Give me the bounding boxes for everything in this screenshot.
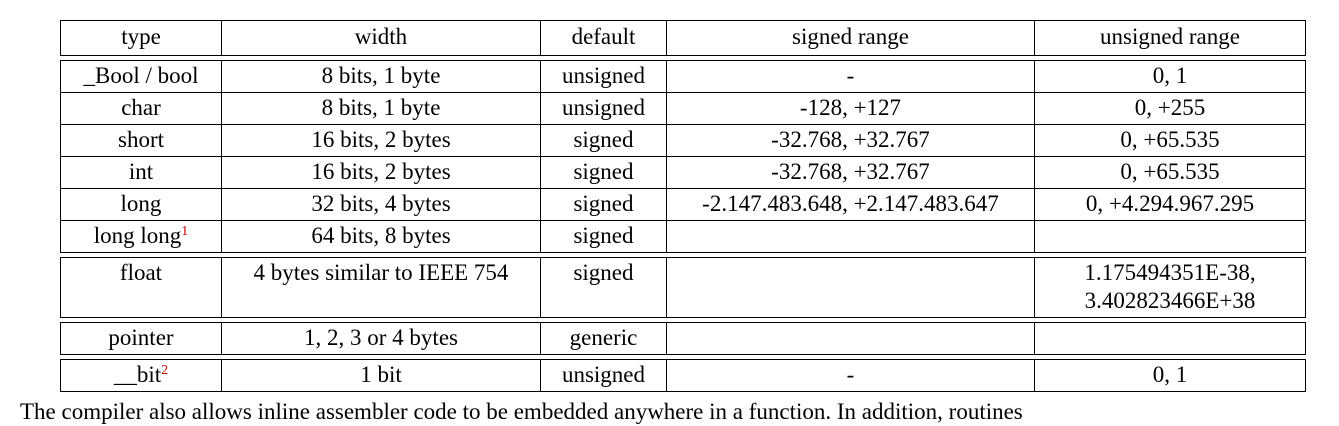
cell-type: short: [60, 124, 222, 157]
cell-unsigned-range: 0, 1: [1034, 60, 1306, 93]
cell-signed-range: [666, 322, 1035, 355]
cell-unsigned-range: [1034, 220, 1306, 253]
cell-signed-range: -: [666, 359, 1035, 392]
cell-signed-range: -32.768, +32.767: [666, 156, 1035, 189]
cell-signed-range: [666, 257, 1035, 318]
table-row: __bit2 1 bit unsigned - 0, 1: [60, 359, 1306, 392]
table-row: _Bool / bool 8 bits, 1 byte unsigned - 0…: [60, 60, 1306, 93]
header-row: type width default signed range unsigned…: [60, 20, 1306, 56]
cell-default: signed: [540, 220, 667, 253]
table-row: short 16 bits, 2 bytes signed -32.768, +…: [60, 124, 1306, 157]
cell-signed-range: -2.147.483.648, +2.147.483.647: [666, 188, 1035, 221]
cell-type: char: [60, 92, 222, 125]
cell-signed-range: -32.768, +32.767: [666, 124, 1035, 157]
cell-signed-range: [666, 220, 1035, 253]
cell-unsigned-range: 0, 1: [1034, 359, 1306, 392]
cell-width: 1 bit: [221, 359, 541, 392]
table-row: float 4 bytes similar to IEEE 754 signed…: [60, 257, 1306, 318]
header-signed-range: signed range: [666, 20, 1035, 56]
table-row: pointer 1, 2, 3 or 4 bytes generic: [60, 322, 1306, 355]
cell-signed-range: -128, +127: [666, 92, 1035, 125]
cell-unsigned-range: 0, +65.535: [1034, 124, 1306, 157]
header-type: type: [60, 20, 222, 56]
cell-default: signed: [540, 124, 667, 157]
cell-default: signed: [540, 156, 667, 189]
cell-default: unsigned: [540, 359, 667, 392]
footnote-marker[interactable]: 1: [181, 224, 189, 239]
unsigned-range-line: 1.175494351E-38,: [1084, 260, 1256, 285]
header-unsigned-range: unsigned range: [1034, 20, 1306, 56]
cell-default: unsigned: [540, 92, 667, 125]
footnote-marker[interactable]: 2: [161, 363, 169, 378]
cell-width: 8 bits, 1 byte: [221, 60, 541, 93]
cell-type-label: __bit: [113, 362, 162, 387]
table-row: long long1 64 bits, 8 bytes signed: [60, 220, 1306, 253]
cell-type: long long1: [60, 220, 222, 253]
cell-type: float: [60, 257, 222, 318]
table-row: int 16 bits, 2 bytes signed -32.768, +32…: [60, 156, 1306, 189]
table-row: long 32 bits, 4 bytes signed -2.147.483.…: [60, 188, 1306, 221]
cell-default: signed: [540, 257, 667, 318]
data-types-table: type width default signed range unsigned…: [60, 20, 1306, 392]
cell-width: 32 bits, 4 bytes: [221, 188, 541, 221]
cell-unsigned-range: [1034, 322, 1306, 355]
header-width: width: [221, 20, 541, 56]
header-default: default: [540, 20, 667, 56]
cell-type: __bit2: [60, 359, 222, 392]
cell-type: long: [60, 188, 222, 221]
cell-unsigned-range: 0, +255: [1034, 92, 1306, 125]
cell-type: int: [60, 156, 222, 189]
cell-default: generic: [540, 322, 667, 355]
cell-type: _Bool / bool: [60, 60, 222, 93]
cell-width: 64 bits, 8 bytes: [221, 220, 541, 253]
cell-type-label: long long: [93, 223, 182, 248]
cell-unsigned-range: 1.175494351E-38, 3.402823466E+38: [1034, 257, 1306, 318]
cell-width: 4 bytes similar to IEEE 754: [221, 257, 541, 318]
cell-default: signed: [540, 188, 667, 221]
cell-width: 1, 2, 3 or 4 bytes: [221, 322, 541, 355]
cell-default: unsigned: [540, 60, 667, 93]
cell-type: pointer: [60, 322, 222, 355]
cell-width: 16 bits, 2 bytes: [221, 156, 541, 189]
table-row: char 8 bits, 1 byte unsigned -128, +127 …: [60, 92, 1306, 125]
cell-unsigned-range: 0, +4.294.967.295: [1034, 188, 1306, 221]
cell-unsigned-range: 0, +65.535: [1034, 156, 1306, 189]
unsigned-range-line: 3.402823466E+38: [1084, 288, 1256, 313]
cell-width: 8 bits, 1 byte: [221, 92, 541, 125]
cell-width: 16 bits, 2 bytes: [221, 124, 541, 157]
body-paragraph-fragment: The compiler also allows inline assemble…: [20, 399, 1023, 424]
cell-signed-range: -: [666, 60, 1035, 93]
